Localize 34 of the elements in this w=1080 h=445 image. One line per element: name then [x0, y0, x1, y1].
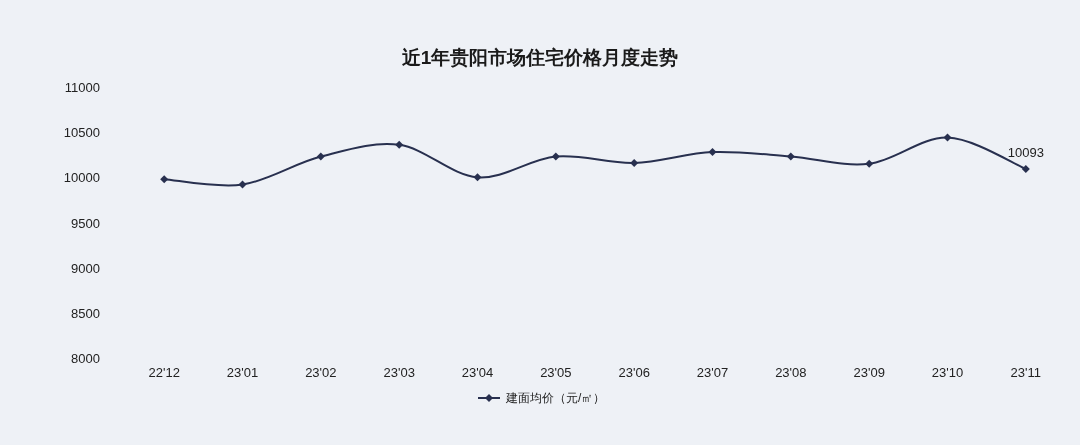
title: 近1年贵阳市场住宅价格月度走势 — [401, 47, 679, 68]
y-tick-label: 9500 — [71, 215, 100, 231]
y-tick-label: 10500 — [63, 125, 100, 141]
x-tick-label: 23'09 — [853, 365, 885, 380]
x-tick-label: 23'06 — [618, 365, 650, 380]
point — [708, 148, 717, 157]
x-tick-label: 23'04 — [461, 365, 494, 380]
x-tick-label: 22'12 — [148, 365, 180, 380]
point — [1021, 164, 1030, 173]
legend-label: 建面均价（元/㎡） — [505, 391, 606, 405]
point — [865, 159, 874, 168]
y-tick-label: 10000 — [63, 170, 100, 186]
point — [630, 158, 639, 167]
point — [943, 133, 952, 142]
point — [395, 140, 404, 149]
point — [551, 152, 560, 161]
point — [160, 175, 169, 184]
y-tick-label: 8000 — [71, 351, 100, 366]
point — [786, 152, 795, 161]
data-label: 10093 — [1007, 144, 1044, 160]
x-tick-label: 23'10 — [931, 365, 964, 380]
x-tick-label: 23'01 — [226, 365, 259, 380]
x-tick-label: 23'05 — [540, 365, 572, 380]
point — [316, 152, 325, 161]
x-tick-label: 23'08 — [775, 365, 807, 380]
x-tick-label: 23'07 — [696, 365, 729, 380]
x-tick-label: 23'11 — [1010, 365, 1042, 380]
y-tick-label: 8500 — [71, 305, 100, 321]
y-tick-label: 9000 — [71, 260, 100, 276]
point — [473, 173, 482, 182]
x-tick-label: 23'02 — [305, 365, 337, 380]
point — [238, 180, 247, 189]
y-tick-label: 11000 — [64, 80, 100, 95]
x-tick-label: 23'03 — [383, 365, 415, 380]
